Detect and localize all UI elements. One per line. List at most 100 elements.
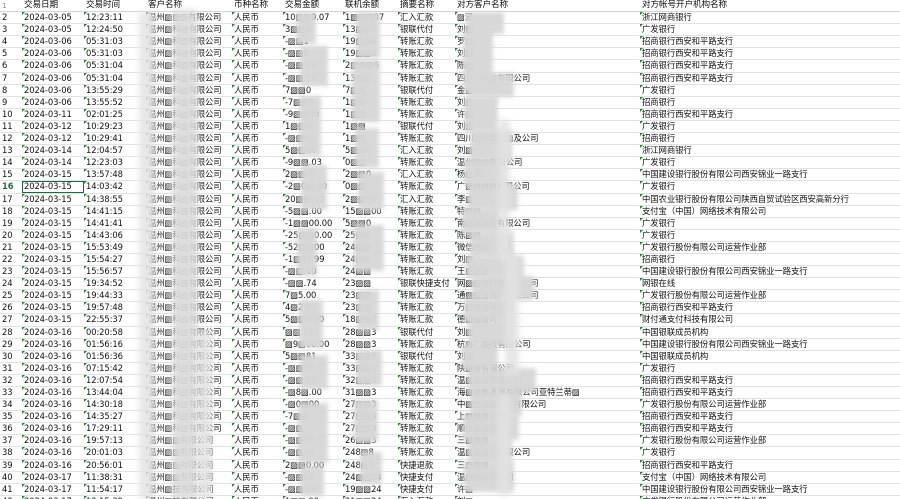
cell-summary[interactable]: 转账汇款 [398,35,455,49]
table-row[interactable]: 24 2024-03-15 19:34:52 温州▨科▨有限公司 人民币 -▨▨.74 23… [0,277,900,291]
cell-summary[interactable]: 转账汇款 [398,446,455,460]
cell-counterparty-bank[interactable]: 浙江网商银行 [640,11,900,25]
cell-counterparty-bank[interactable]: 中国建设银行股份有限公司西安锦业一路支行 [640,265,900,279]
cell-counterparty-bank[interactable]: 广发银行 [640,120,900,134]
cell-balance[interactable]: 23▨▨ [343,301,398,315]
cell-counterparty-bank[interactable]: 中国建设银行股份有限公司西安锦业一路支行 [640,168,900,182]
cell-balance[interactable]: 24▨▨ [343,265,398,279]
cell-counterparty[interactable]: 通▨▨▨海）有限公司 [455,289,640,303]
cell-summary[interactable]: 转账汇款 [398,386,455,400]
cell-currency[interactable]: 人民币 [232,446,283,460]
cell-currency[interactable]: 人民币 [232,108,283,121]
cell-customer-name[interactable]: 温州▨科▨有限公司 [146,374,232,388]
cell-balance[interactable]: 26▨▨3 [343,434,398,448]
cell-summary[interactable]: 转账汇款 [398,362,455,375]
row-number[interactable]: 23 [0,265,22,279]
cell-balance[interactable]: 19▨▨24 [343,483,398,496]
cell-date[interactable]: 2024-03-11 [22,108,84,121]
cell-time[interactable]: 19:44:33 [84,289,146,303]
table-row[interactable]: 13 2024-03-14 12:04:57 温州▨科▨有限公司 人民币 5▨▨00 5▨▨… [0,144,900,158]
cell-amount[interactable]: -▨▨04 [283,471,343,484]
cell-counterparty-bank[interactable]: 广发银行股份有限公司运营作业部 [640,241,900,254]
cell-amount[interactable]: -▨0▨00 [283,398,343,412]
cell-currency[interactable]: 人民币 [232,471,283,484]
cell-customer-name[interactable]: 温州▨科▨有限公司 [146,241,232,254]
table-row[interactable]: 25 2024-03-15 19:44:33 温州▨科▨有限公司 人民币 7▨5.00 23… [0,289,900,303]
cell-date[interactable]: 2024-03-16 [22,459,84,472]
table-row[interactable]: 37 2024-03-16 19:57:13 温州▨▨有限公司 人民币 -▨▨00 26▨▨… [0,434,900,448]
cell-currency[interactable]: 人民币 [232,374,283,388]
cell-currency[interactable]: 人民币 [232,362,283,375]
table-row[interactable]: 11 2024-03-12 10:29:23 温州▨科▨有限公司 人民币 1▨▨0 1▨▨ 银… [0,120,900,134]
cell-balance[interactable]: 1▨▨▨07 [343,11,398,25]
cell-summary[interactable]: 转账汇款 [398,47,455,61]
cell-balance[interactable]: 2▨▨0 [343,168,398,182]
cell-counterparty-bank[interactable]: 招商银行西安和平路支行 [640,410,900,424]
cell-customer-name[interactable]: 温州▨科▨有限公司 [146,84,232,97]
cell-balance[interactable]: 19▨▨6 [343,47,398,61]
cell-counterparty[interactable]: 罗▨ [455,35,640,49]
table-row[interactable]: 19 2024-03-15 14:41:41 温州▨科▨有限公司 人民币 -1▨▨00.0… [0,217,900,230]
cell-balance[interactable]: 25▨▨ [343,229,398,242]
cell-summary[interactable]: 银联快捷支付 [398,277,455,291]
cell-date[interactable]: 2024-03-05 [22,11,84,25]
cell-date[interactable]: 2024-03-15 [22,205,84,218]
cell-balance[interactable]: 31▨▨3 [343,386,398,400]
table-row[interactable]: 8 2024-03-06 13:55:29 温州▨科▨有限公司 人民币 7▨▨0 7▨▨ 银联… [0,84,900,97]
row-number[interactable]: 30 [0,350,22,363]
cell-summary[interactable]: 汇入汇款 [398,168,455,182]
cell-counterparty-bank[interactable]: 支付宝（中国）网络技术有限公司 [640,205,900,218]
cell-time[interactable]: 00:20:58 [84,326,146,339]
cell-balance[interactable]: 2▨▨00 [343,193,398,206]
table-row[interactable]: 12 2024-03-12 10:29:41 温州▨科▨有限公司 人民币 -▨▨00 1▨▨… [0,132,900,146]
row-number[interactable]: 20 [0,229,22,242]
cell-amount[interactable]: ▨▨.01 [283,326,343,339]
cell-counterparty-bank[interactable]: 中国建设银行股份有限公司西安锦业一路支行 [640,483,900,496]
cell-date[interactable]: 2024-03-16 [22,386,84,400]
cell-customer-name[interactable]: 温州▨科▨有限公司 [146,72,232,85]
cell-balance[interactable]: 27▨▨3 [343,398,398,412]
cell-time[interactable]: 15:56:57 [84,265,146,279]
cell-time[interactable]: 10:29:23 [84,120,146,134]
cell-customer-name[interactable]: 温州▨技有限公司 [146,483,232,496]
table-row[interactable]: 34 2024-03-16 14:30:18 温州▨科▨有限公司 人民币 -▨0▨00 27… [0,398,900,412]
cell-customer-name[interactable]: 温州▨▨有限公司 [146,434,232,448]
table-row[interactable]: 36 2024-03-16 17:29:11 温州▨科▨有限公司 人民币 -▨▨ 27▨▨3… [0,422,900,436]
cell-currency[interactable]: 人民币 [232,180,283,194]
cell-date[interactable]: 2024-03-15 [22,168,84,182]
row-number[interactable]: 38 [0,446,22,460]
row-number[interactable]: 3 [0,23,22,37]
cell-balance[interactable]: 24▨▨24 [343,471,398,484]
cell-date[interactable]: 2024-03-16 [22,422,84,436]
cell-counterparty[interactable]: 刘▨ [455,96,640,109]
cell-balance[interactable]: 23▨▨ [343,289,398,303]
cell-summary[interactable]: 转账汇款 [398,156,455,170]
cell-date[interactable]: 2024-03-16 [22,374,84,388]
cell-time[interactable]: 13:57:48 [84,168,146,182]
cell-summary[interactable]: 快捷支付 [398,483,455,496]
cell-time[interactable]: 02:01:25 [84,108,146,121]
cell-counterparty[interactable]: 陈▨▨ [455,229,640,242]
table-row[interactable]: 20 2024-03-15 14:43:06 温州▨科▨有限公司 人民币 -25▨▨0.0… [0,229,900,242]
cell-summary[interactable]: 转账汇款 [398,265,455,279]
cell-amount[interactable]: 20▨▨.00 [283,193,343,206]
cell-counterparty-bank[interactable]: 广发银行股份有限公司运营作业部 [640,289,900,303]
row-number[interactable]: 19 [0,217,22,230]
cell-amount[interactable]: 4▨2.00 [283,301,343,315]
cell-counterparty-bank[interactable]: 招商银行西安和平路支行 [640,35,900,49]
cell-counterparty-bank[interactable]: 网银在线 [640,277,900,291]
cell-balance[interactable]: 1▨▨ [343,120,398,134]
cell-currency[interactable]: 人民币 [232,410,283,424]
cell-summary[interactable]: 转账汇款 [398,301,455,315]
cell-customer-name[interactable]: 温州▨科▨有限公司 [146,59,232,73]
cell-amount[interactable]: 10▨▨9.07 [283,11,343,25]
table-row[interactable]: 2 2024-03-05 12:23:11 温州▨▨▨有限公司 人民币 10▨▨9.07 1… [0,11,900,25]
cell-counterparty[interactable]: 三▨▨▨ [455,434,640,448]
cell-balance[interactable]: 0▨▨ [343,156,398,170]
cell-currency[interactable]: 人民币 [232,483,283,496]
cell-balance[interactable]: 33▨▨9 [343,350,398,363]
cell-date[interactable]: 2024-03-06 [22,96,84,109]
cell-counterparty[interactable]: 广▨▨▨▨有限公司 [455,180,640,194]
cell-summary[interactable]: 转账汇款 [398,132,455,146]
